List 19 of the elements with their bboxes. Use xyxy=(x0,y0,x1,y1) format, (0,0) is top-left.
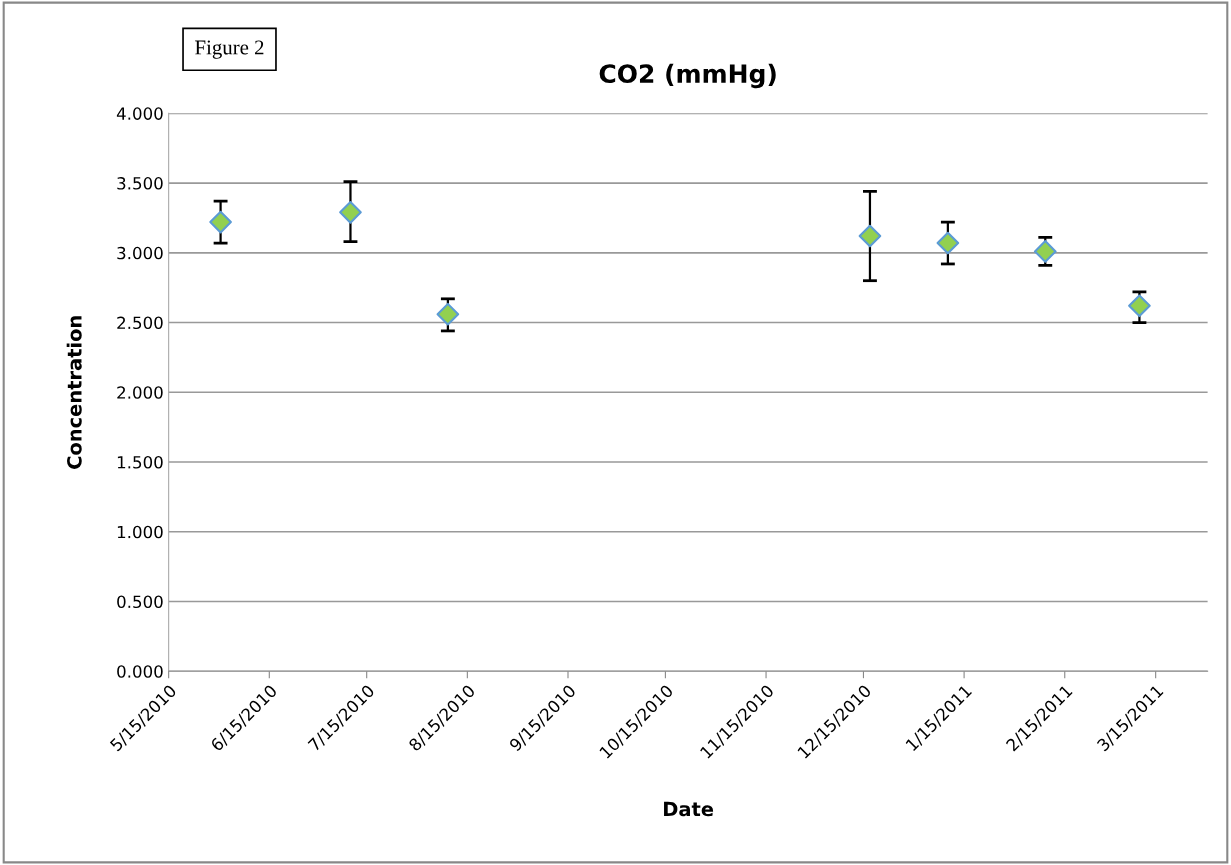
y-tick-label: 3.500 xyxy=(117,177,163,190)
y-tick-label: 3.000 xyxy=(117,246,163,260)
y-axis-title: Concentration xyxy=(66,316,82,469)
y-tick-label: 0.000 xyxy=(117,665,163,678)
y-tick-label: 1.500 xyxy=(117,455,163,469)
caption: Figure 2 xyxy=(195,40,264,59)
point xyxy=(1128,294,1151,318)
point xyxy=(436,302,460,326)
y-tick-label: 2.000 xyxy=(117,386,163,399)
y-tick-label: 1.000 xyxy=(117,525,163,539)
point xyxy=(858,224,882,248)
point xyxy=(936,231,960,255)
y-tick-label: 4.000 xyxy=(116,107,163,120)
point xyxy=(209,210,232,234)
chart-title: CO2 (mmHg) xyxy=(599,63,776,89)
y-tick-label: 0.500 xyxy=(117,595,163,609)
y-tick-label: 2.500 xyxy=(117,316,163,330)
x-axis-title: Date xyxy=(664,801,714,817)
point xyxy=(339,201,362,224)
